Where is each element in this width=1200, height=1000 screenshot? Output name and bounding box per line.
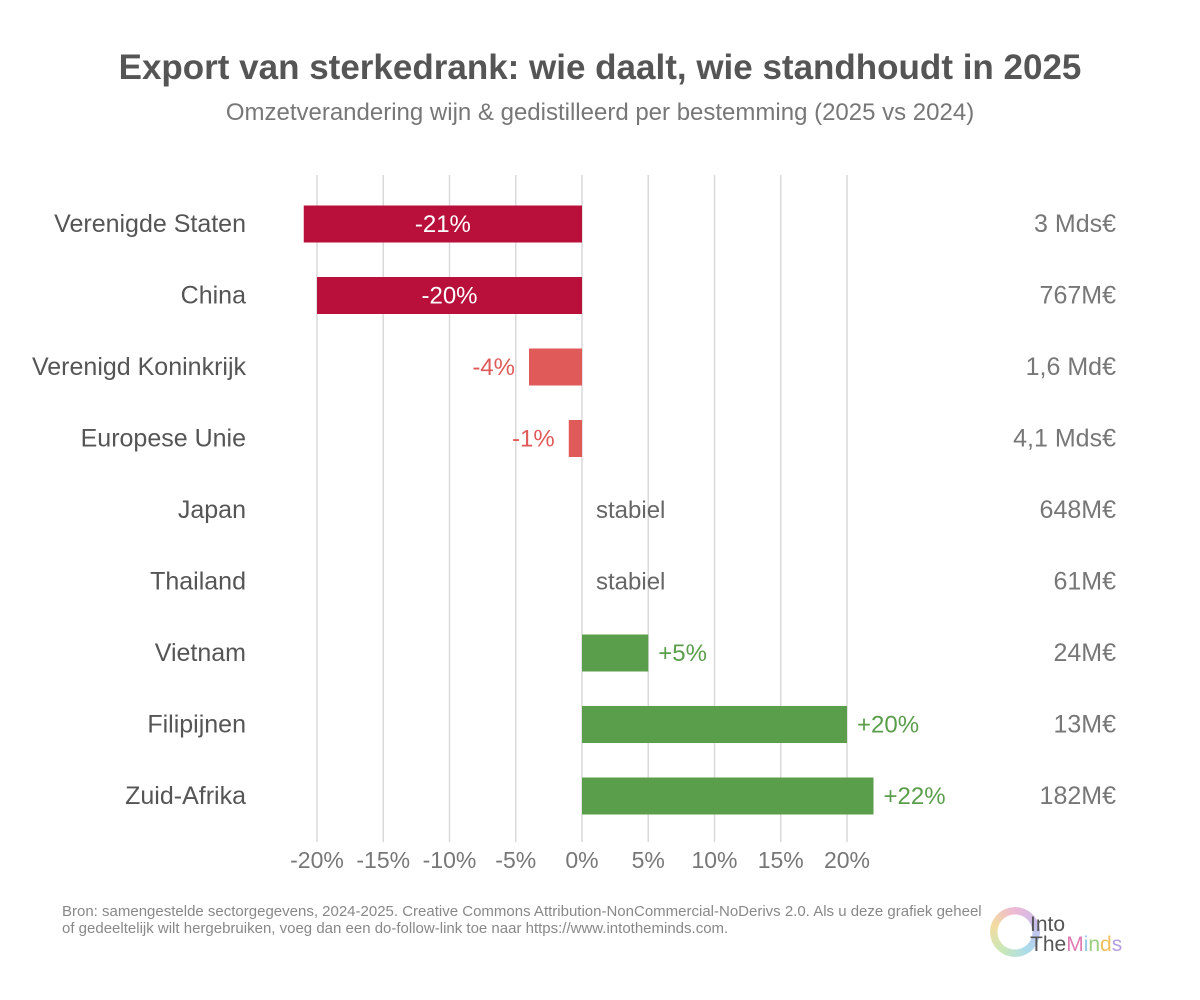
logo-letter: d — [1100, 933, 1112, 956]
total-value: 61M€ — [1053, 568, 1116, 596]
bar-value-label: stabiel — [596, 497, 665, 524]
total-value: 767M€ — [1040, 282, 1117, 310]
logo-letter: s — [1111, 933, 1123, 956]
logo-letter: M — [1066, 933, 1084, 956]
category-label: Vietnam — [155, 639, 246, 667]
total-value: 1,6 Md€ — [1026, 353, 1116, 381]
bar — [582, 706, 847, 743]
category-label: Europese Unie — [81, 425, 246, 453]
bar — [317, 277, 582, 314]
category-label: Zuid-Afrika — [125, 782, 246, 810]
bar-value-label: -1% — [512, 426, 555, 453]
x-tick-label: -10% — [423, 847, 477, 873]
x-tick-label: -15% — [356, 847, 410, 873]
logo-line-2: TheMinds — [1030, 933, 1123, 956]
logo-letter: n — [1088, 933, 1101, 956]
total-value: 4,1 Mds€ — [1013, 425, 1116, 453]
x-tick-label: 0% — [565, 847, 598, 873]
total-value: 3 Mds€ — [1034, 210, 1116, 238]
x-tick-label: 10% — [691, 847, 737, 873]
bar-value-label: stabiel — [596, 569, 665, 596]
x-tick-label: 5% — [632, 847, 665, 873]
bar-value-label: +5% — [658, 640, 707, 667]
x-tick-label: -5% — [495, 847, 536, 873]
total-value: 648M€ — [1040, 496, 1117, 524]
bar-chart: -20% -15% -10% -5% 0% 5% 10% 15% 20% Verenigde St… — [32, 175, 1117, 873]
x-tick-label: 20% — [824, 847, 870, 873]
bar — [529, 348, 582, 386]
bar — [582, 634, 649, 672]
logo-word-the: The — [1030, 933, 1067, 956]
chart-subtitle: Omzetverandering wijn & gedistilleerd pe… — [225, 99, 975, 126]
logo-text: Into TheMinds — [1030, 913, 1123, 956]
total-value: 182M€ — [1040, 782, 1117, 810]
category-label: Verenigde Staten — [54, 210, 246, 238]
bar-value-label: -4% — [472, 354, 515, 381]
x-tick-label: 15% — [758, 847, 804, 873]
category-label: Japan — [178, 496, 246, 524]
source-note: Bron: samengestelde sectorgegevens, 2024… — [62, 903, 982, 937]
bar — [582, 777, 874, 815]
bar-value-label: +20% — [857, 712, 919, 739]
logo-ring-icon — [990, 907, 1040, 957]
x-tick-label: -20% — [290, 847, 344, 873]
bar — [568, 420, 582, 457]
logo-line-1: Into — [1030, 913, 1066, 936]
total-value: 13M€ — [1053, 711, 1116, 739]
bar-value-label: -20% — [421, 283, 477, 310]
category-label: Verenigd Koninkrijk — [32, 353, 247, 381]
category-label: Thailand — [150, 568, 246, 596]
category-label: China — [181, 282, 246, 310]
total-value: 24M€ — [1053, 639, 1116, 667]
logo-letter: i — [1083, 933, 1089, 956]
bar — [303, 205, 582, 243]
intotheminds-logo[interactable]: Into TheMinds — [990, 905, 1140, 965]
category-label: Filipijnen — [147, 711, 246, 739]
bar-value-label: -21% — [415, 211, 471, 238]
chart-title: Export van sterkedrank: wie daalt, wie s… — [118, 48, 1082, 87]
bar-value-label: +22% — [884, 783, 946, 810]
